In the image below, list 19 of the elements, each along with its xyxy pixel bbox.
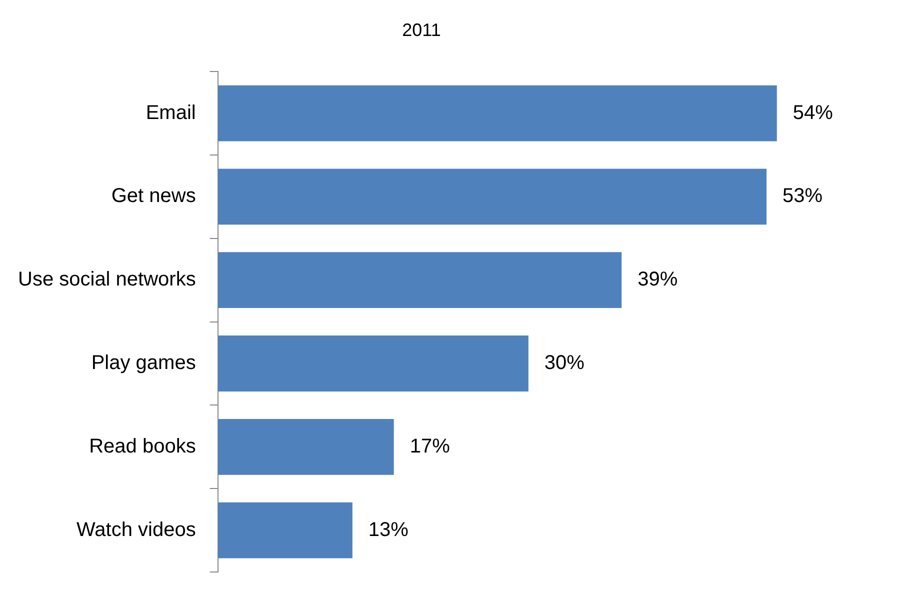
data-label: 39% (638, 268, 678, 291)
y-tick-label: Use social networks (18, 268, 196, 291)
bar (218, 502, 352, 558)
y-tick-label: Read books (89, 435, 196, 458)
data-label: 30% (544, 352, 585, 374)
data-label: 13% (368, 518, 409, 541)
data-label: 54% (792, 102, 834, 124)
bar (218, 252, 622, 308)
data-label: 53% (782, 185, 823, 208)
bar (218, 418, 394, 475)
y-tick-label: Get news (111, 185, 196, 208)
y-tick-label: Play games (91, 352, 196, 374)
y-tick-label: Watch videos (76, 518, 196, 541)
bar (218, 168, 767, 225)
bar (218, 85, 777, 142)
y-tick-label: Email (146, 102, 196, 124)
data-label: 17% (410, 435, 450, 458)
bar (218, 336, 528, 392)
chart-title: 2011 (402, 20, 441, 40)
